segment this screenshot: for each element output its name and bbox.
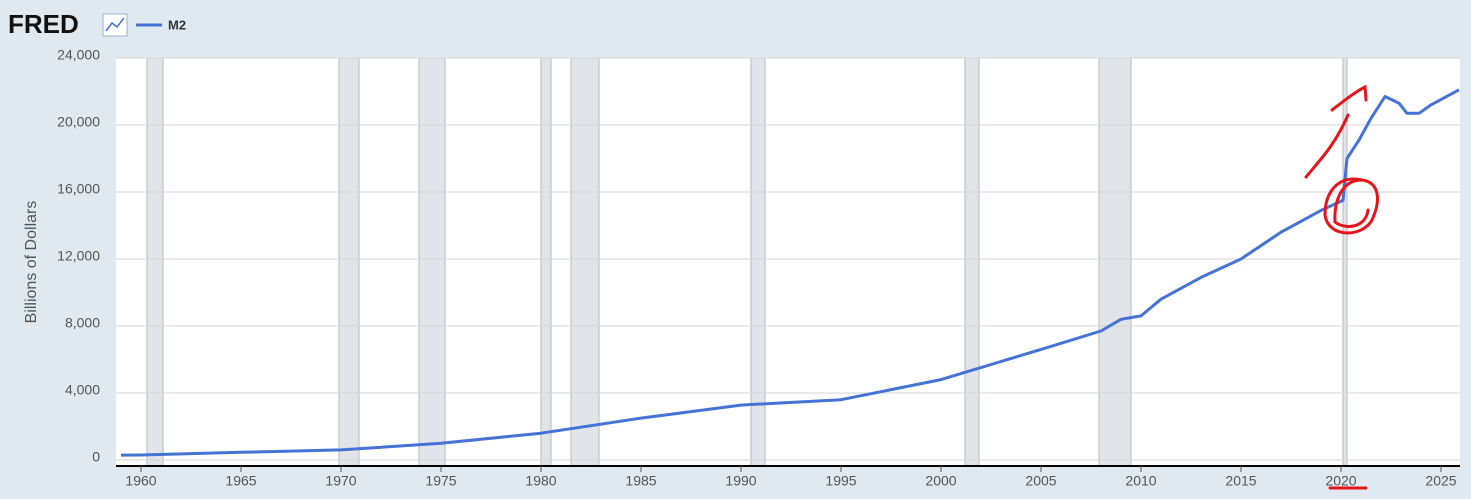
x-tick-label: 1970 (325, 473, 356, 489)
x-tick-label: 2010 (1125, 473, 1156, 489)
y-axis-label: Billions of Dollars (23, 201, 40, 324)
x-tick-label: 1975 (425, 473, 456, 489)
y-tick-label: 4,000 (65, 382, 100, 398)
graph-icon (102, 13, 128, 37)
x-tick-label: 1965 (225, 473, 256, 489)
recession-band (338, 57, 360, 467)
y-tick-label: 16,000 (57, 181, 100, 197)
recession-band (570, 57, 600, 467)
series-line (120, 88, 1460, 457)
x-tick-label: 1980 (525, 473, 556, 489)
x-tick-label: 2020 (1325, 473, 1356, 489)
x-tick-label: 2025 (1425, 473, 1456, 489)
y-tick-label: 12,000 (57, 248, 100, 264)
recession-band (1098, 57, 1132, 467)
recession-band (540, 57, 552, 467)
y-tick-label: 8,000 (65, 315, 100, 331)
y-tick-label: 24,000 (57, 47, 100, 63)
plot-area (116, 58, 1460, 466)
recession-band (418, 57, 446, 467)
x-tick-label: 2015 (1225, 473, 1256, 489)
y-tick-label: 20,000 (57, 114, 100, 130)
x-tick-label: 1995 (825, 473, 856, 489)
x-tick-label: 1960 (125, 473, 156, 489)
recession-band (146, 57, 164, 467)
y-tick-label: 0 (92, 449, 100, 465)
x-tick-label: 2000 (925, 473, 956, 489)
plot-layer (116, 57, 1460, 467)
annotation (1304, 84, 1379, 490)
logo: FRED (8, 9, 79, 39)
x-tick-label: 1985 (625, 473, 656, 489)
recession-band (964, 57, 980, 467)
x-tick-label: 1990 (725, 473, 756, 489)
x-tick-label: 2005 (1025, 473, 1056, 489)
legend-label: M2 (168, 17, 186, 32)
